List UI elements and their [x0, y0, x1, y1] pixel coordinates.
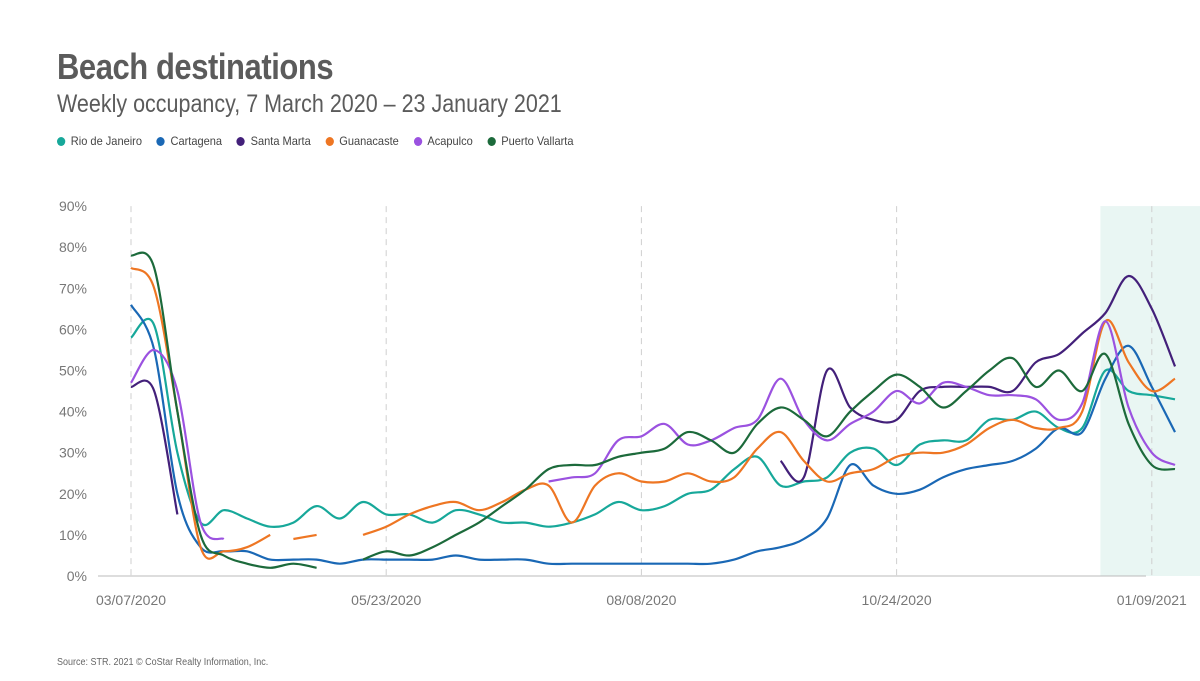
y-tick-label: 70%: [59, 280, 87, 296]
axis-layer: 0% 10% 20% 30% 40% 50% 60% 70% 80% 90% 03/07/2020 0…: [59, 198, 1187, 608]
legend-swatch-guanacaste: [325, 136, 334, 146]
legend-item: Guanacaste: [325, 134, 399, 148]
y-tick-label: 10%: [59, 527, 87, 543]
x-tick-label: 03/07/2020: [96, 592, 166, 608]
legend-swatch-cartagena: [156, 136, 165, 146]
legend-item: Rio de Janeiro: [57, 134, 142, 148]
legend-label: Guanacaste: [339, 134, 399, 148]
series-line-acapulco: [548, 320, 1176, 483]
legend: Rio de Janeiro Cartagena Santa Marta Gua…: [57, 134, 573, 148]
y-tick-label: 30%: [59, 445, 87, 461]
legend-label: Cartagena: [170, 134, 223, 148]
y-tick-label: 60%: [59, 321, 87, 337]
series-line-cartagena: [130, 304, 1176, 566]
legend-label: Acapulco: [427, 134, 473, 148]
legend-swatch-puerto-vallarta: [487, 136, 496, 146]
series-line-puerto-vallarta: [362, 352, 1176, 561]
series-line-puerto-vallarta: [130, 251, 317, 569]
legend-label: Puerto Vallarta: [501, 134, 574, 148]
legend-label: Rio de Janeiro: [70, 134, 142, 148]
legend-item: Acapulco: [413, 134, 473, 148]
legend-item: Santa Marta: [236, 134, 311, 148]
series-line-santa-marta: [130, 379, 179, 515]
y-tick-label: 20%: [59, 486, 87, 502]
chart-subtitle: Weekly occupancy, 7 March 2020 – 23 Janu…: [57, 90, 562, 118]
chart-title: Beach destinations: [57, 46, 334, 87]
y-tick-label: 0%: [67, 568, 87, 584]
series-line-guanacaste: [362, 319, 1176, 536]
y-tick-label: 90%: [59, 198, 87, 214]
series-line-guanacaste: [293, 533, 317, 541]
grid-layer: [130, 206, 1153, 576]
series-line-guanacaste: [130, 266, 271, 560]
y-tick-label: 50%: [59, 363, 87, 379]
y-tick-label: 80%: [59, 239, 87, 255]
y-tick-label: 40%: [59, 404, 87, 420]
legend-swatch-acapulco: [413, 136, 422, 146]
x-tick-label: 10/24/2020: [862, 592, 932, 608]
x-tick-label: 01/09/2021: [1117, 592, 1187, 608]
x-tick-label: 08/08/2020: [606, 592, 676, 608]
series-line-rio-de-janeiro: [130, 317, 1176, 528]
series-line-acapulco: [130, 348, 225, 541]
x-tick-label: 05/23/2020: [351, 592, 421, 608]
legend-swatch-rio: [57, 136, 66, 146]
series-layer: [130, 251, 1177, 569]
legend-swatch-santa-marta: [236, 136, 246, 146]
legend-item: Cartagena: [156, 134, 223, 148]
legend-label: Santa Marta: [250, 134, 311, 148]
legend-item: Puerto Vallarta: [487, 134, 573, 148]
source-note: Source: STR. 2021 © CoStar Realty Inform…: [57, 657, 269, 668]
